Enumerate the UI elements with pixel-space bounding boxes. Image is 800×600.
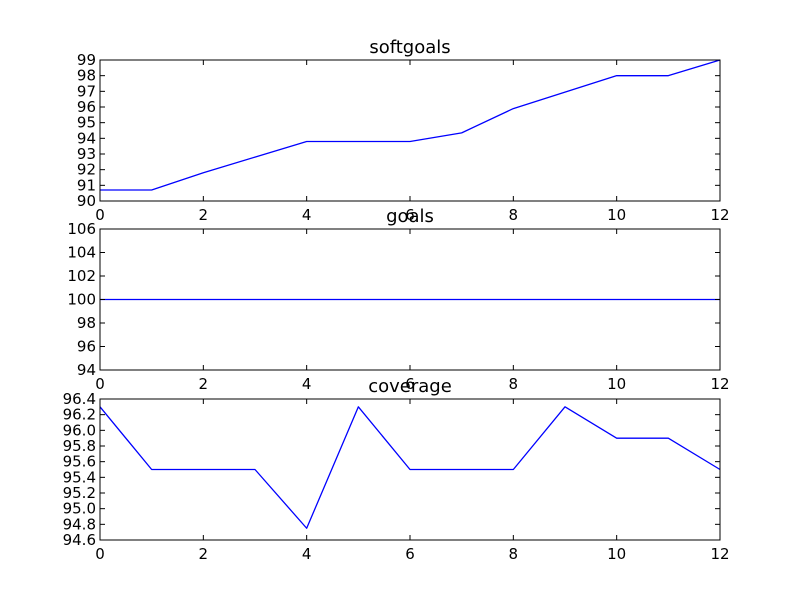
y-tick-label: 102 [67,267,96,285]
chart-title: coverage [368,376,452,397]
x-tick-label: 12 [710,206,729,224]
x-tick-label: 8 [509,545,519,563]
y-tick-label: 90 [77,192,96,210]
x-tick-label: 6 [405,545,415,563]
y-tick-label: 95 [77,114,96,132]
axes-frame [99,59,721,202]
y-tick-label: 96.2 [63,406,96,424]
y-tick-label: 93 [77,145,96,163]
x-tick-label: 4 [302,375,312,393]
y-tick-label: 104 [67,244,96,262]
x-tick-label: 4 [302,206,312,224]
x-tick-label: 2 [199,375,209,393]
x-tick-label: 2 [199,206,209,224]
y-tick-label: 95.2 [63,484,96,502]
y-tick-label: 98 [77,314,96,332]
y-tick-label: 96 [77,98,96,116]
x-tick-label: 12 [710,545,729,563]
y-tick-label: 106 [67,220,96,238]
x-tick-label: 8 [509,375,519,393]
chart-title: softgoals [369,37,450,58]
y-tick-label: 95.8 [63,437,96,455]
y-tick-label: 94.6 [63,531,96,549]
x-tick-label: 4 [302,545,312,563]
x-tick-label: 0 [95,206,105,224]
x-tick-label: 12 [710,375,729,393]
x-tick-label: 0 [95,375,105,393]
y-tick-label: 99 [77,51,96,69]
y-tick-label: 91 [77,176,96,194]
x-tick-label: 0 [95,545,105,563]
x-tick-label: 10 [607,206,626,224]
y-tick-label: 98 [77,67,96,85]
x-tick-label: 10 [607,545,626,563]
y-tick-label: 96 [77,338,96,356]
y-tick-label: 95.4 [63,468,96,486]
series-line [99,406,721,529]
y-tick-label: 95.6 [63,453,96,471]
y-tick-label: 97 [77,82,96,100]
y-tick-label: 96.0 [63,421,96,439]
x-tick-label: 10 [607,375,626,393]
y-tick-label: 94.8 [63,515,96,533]
chart-title: goals [386,206,434,227]
y-tick-label: 95.0 [63,500,96,518]
y-tick-label: 100 [67,291,96,309]
x-tick-label: 8 [509,206,519,224]
y-tick-label: 96.4 [63,390,96,408]
series-line [100,59,721,191]
x-tick-label: 2 [199,545,209,563]
y-tick-label: 94 [77,361,96,379]
x-tick-label: 6 [405,206,415,224]
coverage-panel: 0 2 4 6 8 10 1294.694.895.095.295.495.695.896.… [63,376,730,563]
x-tick-label: 6 [405,375,415,393]
y-tick-label: 92 [77,161,96,179]
y-tick-label: 94 [77,129,96,147]
